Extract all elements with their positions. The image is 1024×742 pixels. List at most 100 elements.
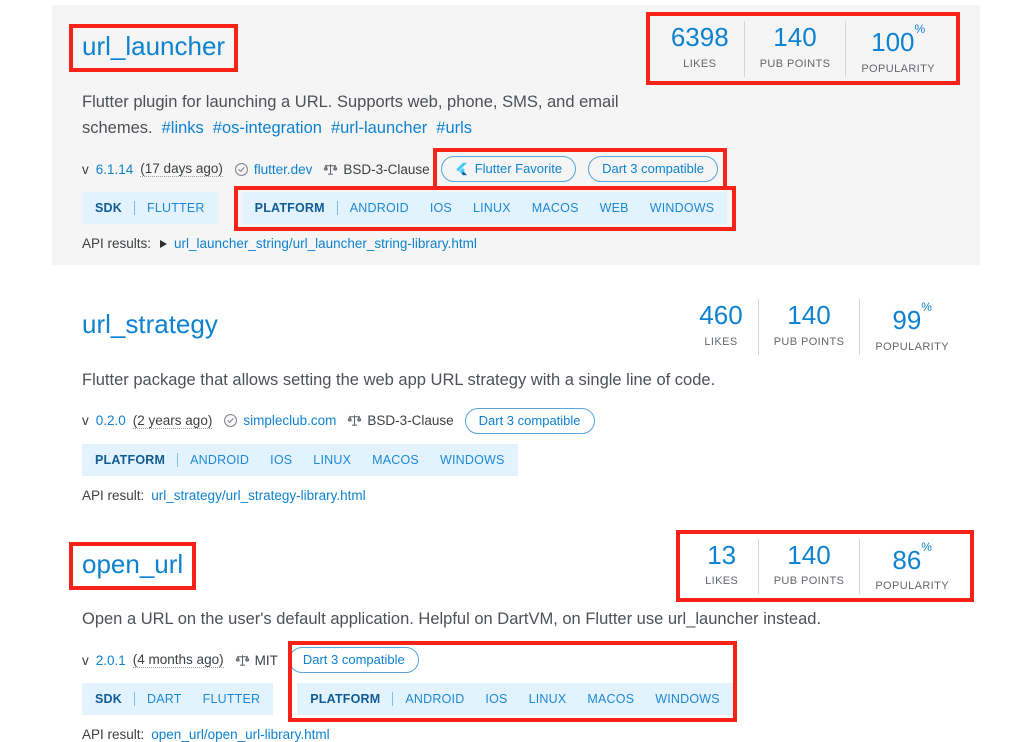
version-prefix: v	[82, 413, 89, 429]
sdk-chip-label[interactable]: SDK	[95, 201, 122, 216]
chip-divider	[134, 692, 135, 707]
package-card-url-strategy: url_strategy 460 LIKES 140 PUB POINTS 99…	[0, 299, 1024, 503]
stat-pub-points[interactable]: 140 PUB POINTS	[757, 299, 860, 355]
api-result-link[interactable]: open_url/open_url-library.html	[151, 727, 330, 742]
chip-linux[interactable]: LINUX	[528, 692, 567, 707]
popularity-label: POPULARITY	[875, 580, 949, 593]
pub-points-value: 140	[773, 22, 817, 52]
chip-macos[interactable]: MACOS	[587, 692, 635, 707]
package-age: (4 months ago)	[132, 652, 224, 669]
sdk-chip-group: SDK DART FLUTTER	[82, 683, 274, 716]
likes-label: LIKES	[705, 575, 739, 588]
platform-chip-label[interactable]: PLATFORM	[310, 692, 381, 707]
api-result-link[interactable]: url_launcher_string/url_launcher_string-…	[174, 236, 477, 252]
package-title-url-strategy[interactable]: url_strategy	[82, 309, 218, 340]
stat-popularity[interactable]: 99% POPULARITY	[859, 299, 964, 355]
version-link[interactable]: 2.0.1	[95, 652, 126, 668]
chip-macos[interactable]: MACOS	[372, 452, 419, 467]
sdk-chip-label[interactable]: SDK	[95, 692, 122, 707]
platform-chip-label[interactable]: PLATFORM	[95, 452, 166, 467]
tag-links[interactable]: #links	[161, 119, 204, 138]
license-scale-icon	[235, 653, 250, 668]
tag-urls[interactable]: #urls	[436, 119, 473, 138]
api-result-label: API result:	[82, 487, 145, 503]
chip-divider	[392, 692, 394, 707]
badges-group: Flutter Favorite Dart 3 compatible	[432, 147, 728, 191]
stat-likes[interactable]: 6398 LIKES	[656, 21, 744, 77]
tag-os-integration[interactable]: #os-integration	[212, 119, 322, 138]
dart3-compatible-badge[interactable]: Dart 3 compatible	[588, 156, 718, 183]
package-card-open-url: open_url 13 LIKES 140 PUB POINTS 86% POP…	[0, 529, 1024, 742]
chip-divider	[134, 201, 135, 216]
chip-ios[interactable]: IOS	[429, 201, 452, 216]
api-results-label: API results:	[82, 236, 152, 252]
chip-divider	[336, 201, 338, 216]
verified-publisher-icon	[223, 413, 238, 428]
chip-android[interactable]: ANDROID	[349, 201, 409, 216]
package-stats: 6398 LIKES 140 PUB POINTS 100% POPULARIT…	[645, 12, 961, 85]
package-description: Flutter plugin for launching a URL. Supp…	[82, 92, 619, 138]
license-text: BSD-3-Clause	[343, 161, 430, 177]
chip-android[interactable]: ANDROID	[405, 692, 465, 707]
package-description: Open a URL on the user's default applica…	[82, 610, 822, 629]
stat-popularity[interactable]: 86% POPULARITY	[859, 538, 964, 595]
platform-chip-label[interactable]: PLATFORM	[254, 201, 325, 216]
api-result-link[interactable]: url_strategy/url_strategy-library.html	[151, 487, 366, 503]
expand-triangle-icon[interactable]	[160, 239, 168, 248]
publisher-link[interactable]: flutter.dev	[253, 161, 313, 177]
chip-flutter[interactable]: FLUTTER	[147, 201, 205, 216]
flutter-favorite-badge[interactable]: Flutter Favorite	[440, 156, 577, 183]
popularity-value: 86%	[892, 539, 932, 575]
package-description: Flutter package that allows setting the …	[82, 370, 716, 389]
platform-chip-group: PLATFORM ANDROID IOS LINUX MACOS WINDOWS	[82, 443, 518, 476]
tag-url-launcher[interactable]: #url-launcher	[330, 119, 428, 138]
stat-pub-points[interactable]: 140 PUB POINTS	[743, 21, 846, 77]
flutter-logo-icon	[455, 162, 469, 176]
package-stats: 460 LIKES 140 PUB POINTS 99% POPULARITY	[684, 299, 964, 355]
package-title-open-url[interactable]: open_url	[68, 541, 197, 591]
stat-popularity[interactable]: 100% POPULARITY	[845, 21, 950, 77]
version-link[interactable]: 6.1.14	[95, 161, 134, 177]
license-text: MIT	[254, 652, 278, 668]
version-link[interactable]: 0.2.0	[95, 413, 126, 429]
package-title-url-launcher[interactable]: url_launcher	[68, 23, 239, 73]
license-scale-icon	[347, 413, 362, 428]
verified-publisher-icon	[234, 162, 249, 177]
likes-label: LIKES	[683, 57, 717, 70]
package-card-url-launcher: url_launcher 6398 LIKES 140 PUB POINTS 1…	[52, 5, 980, 266]
popularity-label: POPULARITY	[875, 340, 949, 353]
chip-linux[interactable]: LINUX	[472, 201, 511, 216]
chip-dart[interactable]: DART	[147, 692, 182, 707]
sdk-chip-group: SDK FLUTTER	[82, 192, 218, 225]
pub-points-label: PUB POINTS	[773, 575, 845, 588]
chip-windows[interactable]: WINDOWS	[655, 692, 720, 707]
platform-chip-group: PLATFORM ANDROID IOS LINUX MACOS WEB WIN…	[233, 186, 736, 232]
percent-sign: %	[921, 539, 932, 554]
api-result-label: API result:	[82, 727, 145, 742]
stat-likes[interactable]: 13 LIKES	[686, 539, 758, 595]
package-stats: 13 LIKES 140 PUB POINTS 86% POPULARITY	[675, 529, 975, 602]
pub-points-label: PUB POINTS	[773, 335, 845, 348]
dart3-compatible-badge[interactable]: Dart 3 compatible	[288, 647, 419, 674]
pub-points-label: PUB POINTS	[759, 57, 831, 70]
version-prefix: v	[82, 161, 89, 177]
dart3-compatible-badge[interactable]: Dart 3 compatible	[464, 407, 595, 434]
chip-windows[interactable]: WINDOWS	[439, 452, 505, 467]
pub-points-value: 140	[787, 539, 831, 570]
package-age: (17 days ago)	[140, 161, 223, 178]
chip-ios[interactable]: IOS	[485, 692, 508, 707]
publisher-link[interactable]: simpleclub.com	[243, 413, 337, 429]
chip-ios[interactable]: IOS	[270, 452, 293, 467]
likes-label: LIKES	[704, 335, 738, 348]
chip-linux[interactable]: LINUX	[313, 452, 352, 467]
chip-web[interactable]: WEB	[599, 201, 629, 216]
percent-sign: %	[914, 22, 926, 36]
stat-pub-points[interactable]: 140 PUB POINTS	[757, 538, 860, 595]
chip-flutter[interactable]: FLUTTER	[202, 692, 261, 707]
chip-windows[interactable]: WINDOWS	[649, 201, 715, 216]
chip-macos[interactable]: MACOS	[531, 201, 579, 216]
chip-android[interactable]: ANDROID	[190, 452, 250, 467]
stat-likes[interactable]: 460 LIKES	[684, 299, 757, 355]
popularity-value: 99%	[892, 300, 932, 336]
likes-value: 13	[707, 539, 737, 570]
